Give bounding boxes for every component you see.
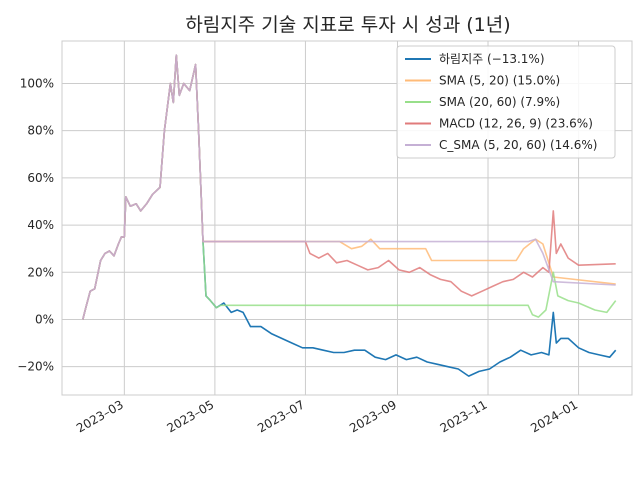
chart-title: 하림지주 기술 지표로 투자 시 성과 (1년) [185, 14, 510, 36]
legend: 하림지주 (−13.1%) SMA (5, 20) (15.0%) SMA (20,… [396, 45, 616, 159]
legend-box [396, 45, 616, 159]
y-axis: −20% 0% 20% 40% 60% 80% 100% [17, 76, 54, 373]
series-lines [82, 54, 617, 377]
y-tick-label: −20% [17, 360, 54, 374]
y-tick-label: 60% [27, 171, 54, 185]
legend-label: MACD (12, 26, 9) (23.6%) [439, 117, 593, 131]
series-line-5 [82, 54, 616, 320]
y-tick-label: 40% [27, 218, 54, 232]
legend-label: C_SMA (5, 20, 60) (14.6%) [439, 138, 597, 152]
legend-label: 하림지주 (−13.1%) [439, 52, 545, 66]
y-tick-label: 100% [20, 76, 54, 90]
plot-frame [61, 40, 633, 396]
y-tick-label: 80% [27, 124, 54, 138]
y-tick-label: 20% [27, 265, 54, 279]
legend-label: SMA (20, 60) (7.9%) [439, 95, 560, 109]
y-tick-label: 0% [35, 312, 54, 326]
legend-label: SMA (5, 20) (15.0%) [439, 74, 560, 88]
